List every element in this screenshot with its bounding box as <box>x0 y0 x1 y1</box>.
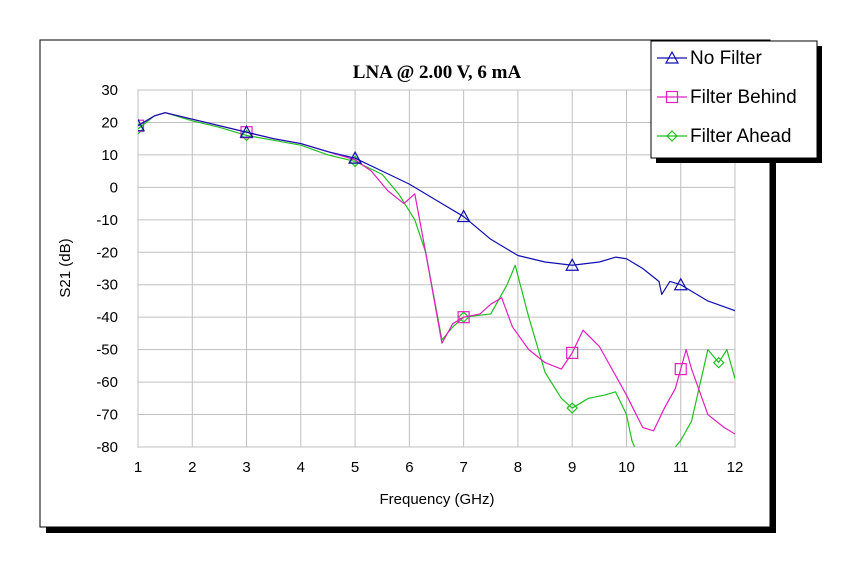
y-tick-label: -70 <box>96 407 118 424</box>
series-marker-no-filter <box>456 209 471 223</box>
series-marker-filter-ahead <box>712 356 725 369</box>
y-tick-label: 10 <box>101 147 118 164</box>
series-no-filter <box>138 112 735 312</box>
series-marker-no-filter <box>239 124 254 138</box>
x-tick-label: 12 <box>727 459 744 476</box>
plot-area <box>137 89 736 448</box>
y-axis-label: S21 (dB) <box>57 238 74 297</box>
series-line-no-filter <box>138 112 735 312</box>
series-marker-filter-ahead <box>240 129 253 142</box>
legend-item-filter-behind: Filter Behind <box>657 87 797 108</box>
legend: No Filter Filter Behind Filter Ahead <box>650 40 822 163</box>
series-line-filter-ahead <box>674 349 735 447</box>
y-tick-label: -20 <box>96 244 118 261</box>
y-tick-label: -60 <box>96 374 118 391</box>
x-tick-label: 6 <box>405 459 413 476</box>
x-tick-label: 2 <box>188 459 196 476</box>
y-tick-label: -10 <box>96 212 118 229</box>
y-tick-label: 20 <box>101 114 118 131</box>
legend-marker-filter-behind <box>665 90 679 104</box>
series-marker-filter-behind <box>674 363 687 376</box>
x-tick-label: 11 <box>673 459 689 476</box>
y-tick-label: -30 <box>96 277 118 294</box>
y-tick-label: -40 <box>96 309 118 326</box>
legend-label-filter-ahead: Filter Ahead <box>690 126 791 147</box>
series-marker-filter-behind <box>138 119 145 132</box>
legend-label-filter-behind: Filter Behind <box>690 87 797 108</box>
legend-box <box>650 40 818 159</box>
y-tick-label: -80 <box>96 439 118 456</box>
x-tick-label: 7 <box>459 459 467 476</box>
legend-item-no-filter: No Filter <box>657 48 762 69</box>
x-tick-label: 1 <box>134 459 142 476</box>
series-marker-no-filter <box>138 118 146 132</box>
series-marker-filter-ahead <box>566 402 579 414</box>
tick-labels: 1 2 3 4 5 6 7 8 9 10 11 123020100-10-20-30-40-50-60… <box>96 82 743 476</box>
x-tick-label: 5 <box>351 459 359 476</box>
x-tick-label: 8 <box>514 459 522 476</box>
legend-label-no-filter: No Filter <box>690 48 762 69</box>
series-marker-no-filter <box>348 150 363 164</box>
chart-title: LNA @ 2.00 V, 6 mA <box>353 62 522 83</box>
series-marker-no-filter <box>673 277 688 291</box>
series-marker-filter-behind <box>457 311 470 324</box>
legend-items: No Filter Filter Behind Filter Ahead <box>657 48 797 147</box>
series-marker-no-filter <box>565 258 580 271</box>
y-tick-label: -50 <box>96 342 118 359</box>
x-axis-label: Frequency (GHz) <box>379 491 494 508</box>
series-layer <box>138 112 735 447</box>
series-marker-filter-behind <box>566 346 579 359</box>
legend-marker-no-filter <box>664 50 680 64</box>
x-tick-label: 4 <box>297 459 305 476</box>
legend-marker-filter-ahead <box>666 130 678 142</box>
y-tick-label: 0 <box>110 179 118 196</box>
x-tick-label: 9 <box>568 459 576 476</box>
legend-item-filter-ahead: Filter Ahead <box>657 126 791 147</box>
grid <box>137 89 736 448</box>
series-marker-filter-ahead <box>138 123 144 135</box>
x-tick-label: 10 <box>618 459 635 476</box>
y-tick-label: 30 <box>101 82 118 99</box>
x-tick-label: 3 <box>242 459 250 476</box>
